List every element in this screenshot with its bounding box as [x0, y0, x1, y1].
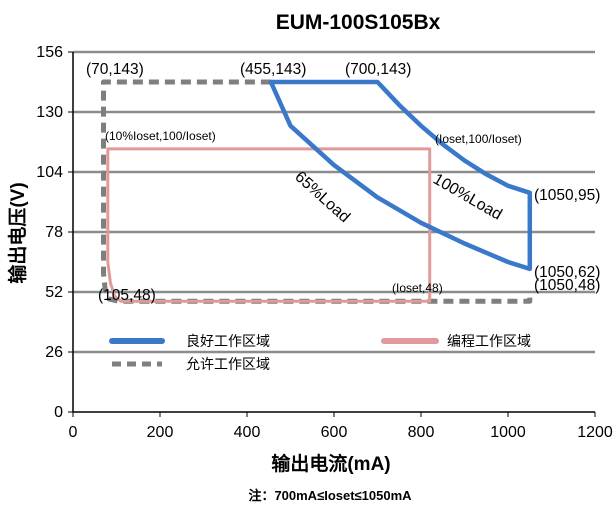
annotation-ioset-100: (Ioset,100/Ioset) — [435, 132, 522, 146]
series-layer — [101, 79, 533, 304]
legend-label-good-zone: 良好工作区域 — [186, 333, 270, 349]
x-tick-label-600: 600 — [321, 424, 348, 441]
x-tick-labels: 0 200 400 600 800 1000 1200 — [69, 424, 613, 441]
x-tick-label-1000: 1000 — [490, 424, 526, 441]
y-tick-label-0: 0 — [54, 404, 63, 421]
annotation-455-143: (455,143) — [240, 61, 306, 78]
legend-label-program-zone: 编程工作区域 — [447, 333, 531, 349]
x-tick-label-400: 400 — [234, 424, 261, 441]
y-tick-label-104: 104 — [36, 164, 63, 181]
y-tick-label-26: 26 — [45, 344, 63, 361]
annotation-105-48: (105,48) — [98, 287, 156, 304]
y-axis-title: 输出电压(V) — [6, 182, 29, 283]
annotation-10pct-ioset: (10%Ioset,100/Ioset) — [105, 129, 216, 143]
x-tick-label-0: 0 — [69, 424, 78, 441]
x-tick-label-800: 800 — [408, 424, 435, 441]
x-tick-label-200: 200 — [147, 424, 174, 441]
y-tick-label-52: 52 — [45, 284, 63, 301]
legend-label-allowed-zone: 允许工作区域 — [186, 356, 270, 372]
annotation-65-load: 65%Load — [291, 168, 353, 226]
y-tick-label-130: 130 — [36, 104, 63, 121]
annotation-70-143: (70,143) — [86, 61, 144, 78]
annotation-ioset-48: (Ioset,48) — [392, 281, 443, 295]
axes — [68, 51, 596, 417]
series-program-zone — [106, 147, 432, 303]
annotation-1050-62: (1050,62) — [534, 264, 600, 281]
legend: 良好工作区域 编程工作区域 允许工作区域 — [109, 333, 531, 372]
y-tick-labels: 0 26 52 78 104 130 156 — [36, 44, 63, 421]
chart-title: EUM-100S105Bx — [276, 11, 441, 34]
footnote: 注：700mA≤Ioset≤1050mA — [248, 488, 412, 503]
x-tick-label-1200: 1200 — [577, 424, 613, 441]
y-tick-label-156: 156 — [36, 44, 63, 61]
grid-lines — [73, 50, 595, 354]
series-allowed-zone — [101, 79, 533, 304]
series-good-zone — [268, 79, 533, 272]
annotation-1050-48: (1050,48) — [534, 277, 600, 294]
annotation-700-143: (700,143) — [345, 61, 411, 78]
annotation-1050-95: (1050,95) — [534, 187, 600, 204]
y-tick-label-78: 78 — [45, 224, 63, 241]
x-axis-title: 输出电流(mA) — [271, 452, 390, 475]
